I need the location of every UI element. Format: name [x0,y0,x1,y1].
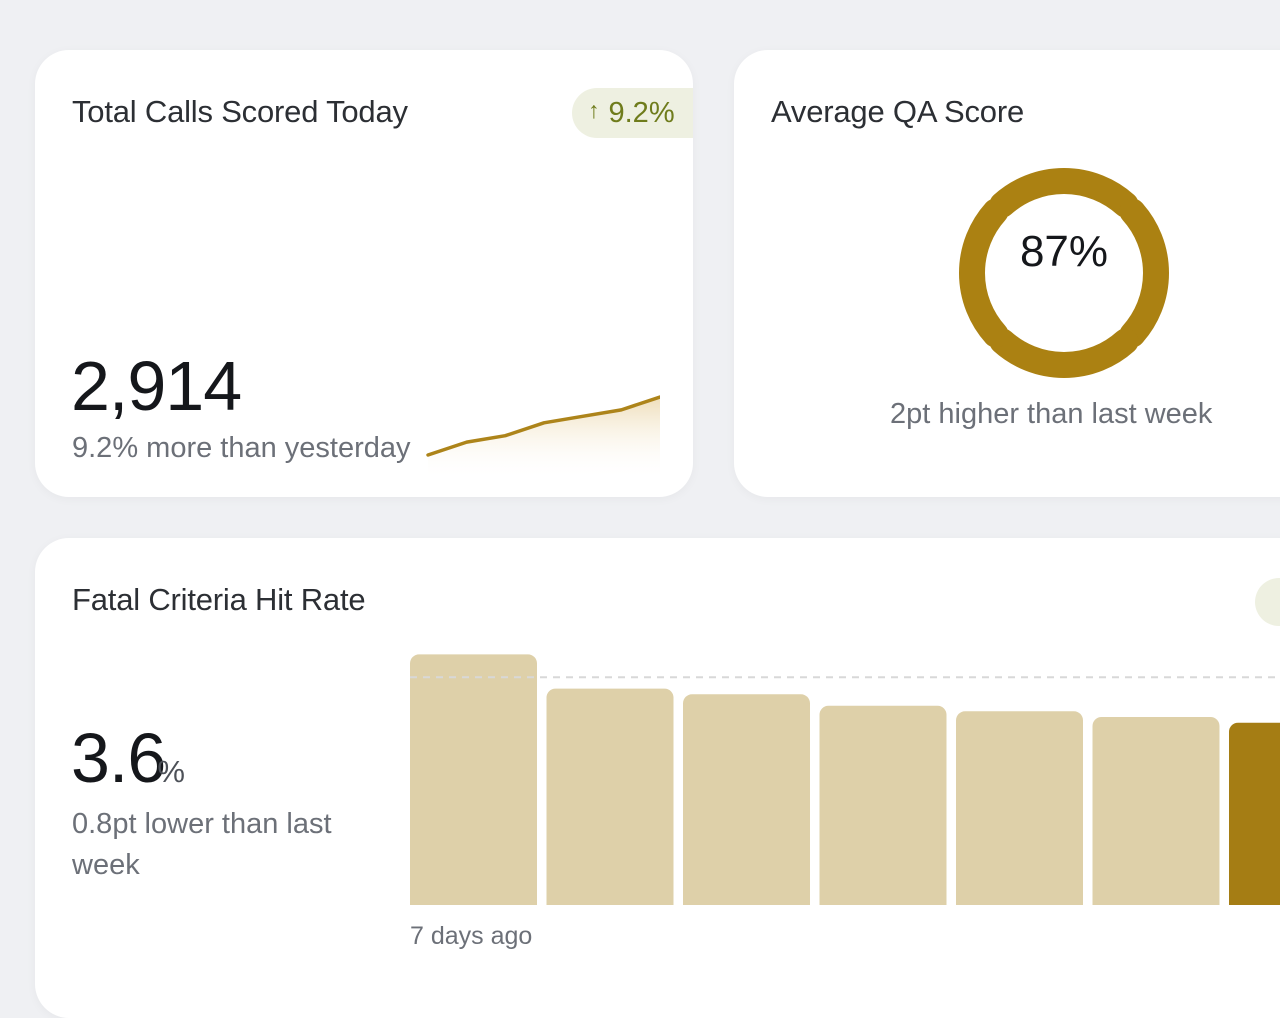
bars-group [410,654,1280,905]
calls-trend-badge: ↑ 9.2% [572,88,693,138]
gauge-segment [989,168,1139,218]
calls-trend-value: 9.2% [608,97,675,129]
qa-score-subtitle: 2pt higher than last week [890,398,1213,430]
calls-subtitle: 9.2% more than yesterday [72,432,411,464]
bar-day-2[interactable] [546,688,674,905]
fatal-rate-bar-chart [410,654,1280,905]
calls-total-value: 2,914 [71,347,242,425]
calls-sparkline [426,395,660,480]
fatal-trend-badge [1255,578,1280,626]
bar-day-4[interactable] [819,705,947,905]
arrow-up-icon: ↑ [588,97,600,123]
fatal-rate-unit: % [157,754,185,789]
fatal-card-title: Fatal Criteria Hit Rate [72,582,366,617]
fatal-criteria-card: Fatal Criteria Hit Rate 3.6% 0.8pt lower… [35,538,1280,1018]
sparkline-line [426,395,660,457]
fatal-rate-value-group: 3.6% [71,718,185,798]
bar-day-5[interactable] [956,711,1083,905]
bar-day-1[interactable] [410,654,537,905]
gauge-segment [989,328,1139,378]
gauge-segment [1119,198,1169,348]
sparkline-area [428,397,660,480]
qa-score-card: Average QA Score 87% 2pt higher than las… [734,50,1280,497]
bar-day-3[interactable] [683,694,810,905]
gauge-segment [959,198,1009,348]
qa-card-title: Average QA Score [771,94,1024,129]
chart-start-label: 7 days ago [410,922,533,950]
bar-day-7[interactable] [1229,722,1280,905]
total-calls-card: Total Calls Scored Today ↑ 9.2% 2,914 9.2… [35,50,693,497]
bar-day-6[interactable] [1092,717,1220,905]
fatal-rate-value: 3.6 [71,719,166,797]
calls-card-title: Total Calls Scored Today [72,94,408,129]
fatal-rate-subtitle: 0.8pt lower than last week [72,808,332,881]
qa-score-gauge [959,168,1169,378]
gauge-segments [959,168,1169,378]
qa-score-value: 87% [1019,227,1109,276]
